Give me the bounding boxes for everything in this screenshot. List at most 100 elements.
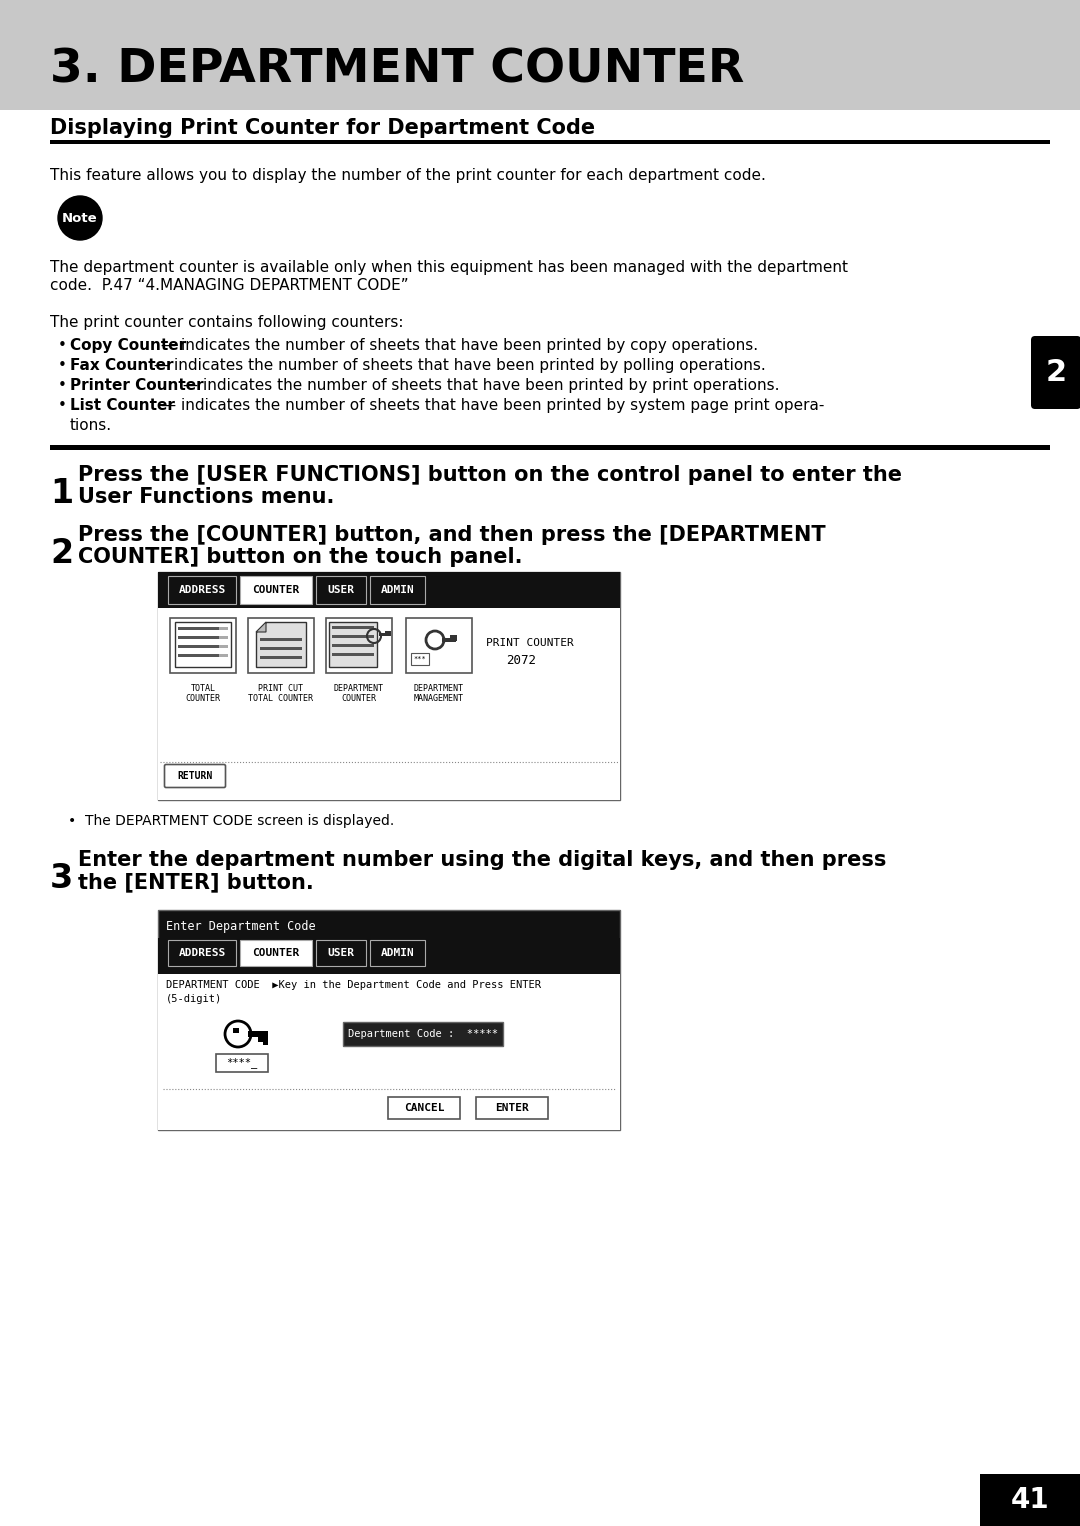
Bar [178,645,228,649]
Text: Printer Counter: Printer Counter [70,378,204,394]
Text: ***: *** [414,656,427,662]
Bar [219,636,228,639]
Bar [264,1038,268,1045]
Bar [326,618,392,673]
Text: DEPARTMENT
COUNTER: DEPARTMENT COUNTER [334,684,384,703]
Bar [158,572,620,800]
Bar [379,633,391,636]
Bar [388,1097,460,1119]
Text: •: • [58,398,67,414]
Bar [219,645,228,649]
Bar [0,0,1080,110]
Text: The print counter contains following counters:: The print counter contains following cou… [50,314,404,330]
Bar [170,618,237,673]
Bar [370,575,426,604]
Bar [332,644,374,647]
Text: ADDRESS: ADDRESS [178,584,226,595]
Text: ENTER: ENTER [495,1103,529,1112]
Text: •: • [58,359,67,372]
FancyBboxPatch shape [164,765,226,787]
Text: RETURN: RETURN [177,771,213,781]
Text: PRINT COUNTER: PRINT COUNTER [486,638,573,649]
Bar [332,653,374,656]
Text: Enter Department Code: Enter Department Code [166,920,315,932]
FancyBboxPatch shape [1031,336,1080,409]
Text: List Counter: List Counter [70,398,175,414]
Bar [316,575,366,604]
Text: COUNTER: COUNTER [253,584,299,595]
Bar [384,630,388,633]
Bar [240,940,312,966]
Text: DEPARTMENT
MANAGEMENT: DEPARTMENT MANAGEMENT [414,684,464,703]
Text: ADMIN: ADMIN [380,948,415,958]
Text: Fax Counter: Fax Counter [70,359,174,372]
Text: PRINT CUT
TOTAL COUNTER: PRINT CUT TOTAL COUNTER [248,684,313,703]
Text: ADMIN: ADMIN [380,584,415,595]
Text: USER: USER [327,584,354,595]
Text: tions.: tions. [70,418,112,433]
Bar [450,635,454,639]
Bar [453,635,457,641]
Bar [158,974,620,1129]
Bar [248,1032,268,1038]
Bar [216,1054,268,1071]
Bar [219,655,228,658]
Bar [248,618,314,673]
Text: — indicates the number of sheets that have been printed by print operations.: — indicates the number of sheets that ha… [178,378,780,394]
Bar [158,938,620,974]
Text: DEPARTMENT CODE  ▶Key in the Department Code and Press ENTER: DEPARTMENT CODE ▶Key in the Department C… [166,980,541,990]
Bar [442,638,456,642]
Text: •  The DEPARTMENT CODE screen is displayed.: • The DEPARTMENT CODE screen is displaye… [68,813,394,829]
Bar [260,647,302,650]
Bar [406,618,472,673]
Bar [388,630,391,636]
Bar [332,635,374,638]
Text: 2: 2 [50,537,73,571]
Bar [168,575,237,604]
Text: — indicates the number of sheets that have been printed by copy operations.: — indicates the number of sheets that ha… [157,337,758,353]
Text: 41: 41 [1011,1486,1050,1514]
Bar [240,575,312,604]
Text: (5-digit): (5-digit) [166,993,222,1004]
Bar [329,623,377,667]
Polygon shape [256,623,266,632]
Bar [50,140,1050,143]
Bar [260,656,302,659]
Bar [166,766,224,786]
Polygon shape [256,623,306,667]
Bar [158,607,620,800]
Bar [168,940,237,966]
Bar [158,909,620,1129]
Text: ADDRESS: ADDRESS [178,948,226,958]
Text: ****_: ****_ [227,1058,258,1068]
Circle shape [58,195,102,240]
Text: Department Code :  *****: Department Code : ***** [348,1029,498,1039]
Bar [258,1038,264,1042]
Bar [178,636,228,639]
Text: This feature allows you to display the number of the print counter for each depa: This feature allows you to display the n… [50,168,766,183]
Text: USER: USER [327,948,354,958]
Text: Enter the department number using the digital keys, and then press: Enter the department number using the di… [78,850,887,870]
Bar [332,626,374,629]
Text: The department counter is available only when this equipment has been managed wi: The department counter is available only… [50,259,848,275]
Text: — indicates the number of sheets that have been printed by polling operations.: — indicates the number of sheets that ha… [149,359,766,372]
Bar [411,653,429,665]
Text: Press the [COUNTER] button, and then press the [DEPARTMENT: Press the [COUNTER] button, and then pre… [78,525,825,545]
Bar [316,940,366,966]
Text: •: • [58,337,67,353]
Text: Note: Note [63,212,98,224]
Text: TOTAL
COUNTER: TOTAL COUNTER [186,684,220,703]
Text: code.  P.47 “4.MANAGING DEPARTMENT CODE”: code. P.47 “4.MANAGING DEPARTMENT CODE” [50,278,408,293]
Text: Copy Counter: Copy Counter [70,337,186,353]
Bar [370,940,426,966]
Text: User Functions menu.: User Functions menu. [78,487,335,507]
Text: 3: 3 [50,862,73,896]
Bar [158,572,620,607]
Bar [233,1029,239,1033]
Bar [178,655,228,658]
Text: CANCEL: CANCEL [404,1103,444,1112]
Text: Press the [USER FUNCTIONS] button on the control panel to enter the: Press the [USER FUNCTIONS] button on the… [78,465,902,485]
Text: COUNTER] button on the touch panel.: COUNTER] button on the touch panel. [78,546,523,568]
Bar [219,627,228,630]
Bar [343,1022,503,1045]
